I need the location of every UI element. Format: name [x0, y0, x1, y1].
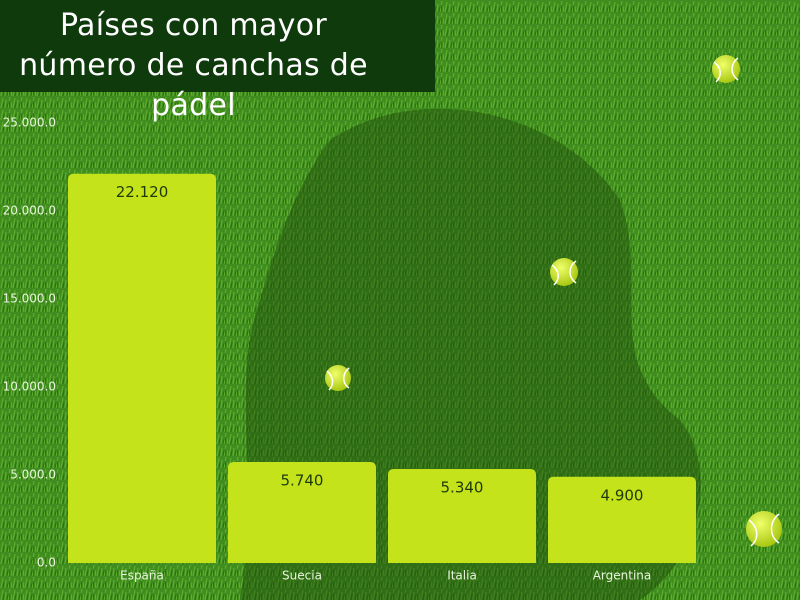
y-tick-label: 20.000.0 — [3, 204, 56, 218]
bar — [388, 469, 536, 563]
value-label: 5.740 — [281, 471, 324, 489]
x-tick-label: Italia — [447, 569, 477, 583]
y-tick-label: 0.0 — [37, 556, 56, 570]
value-label: 22.120 — [116, 183, 169, 201]
tennis-ball — [712, 55, 740, 83]
y-tick-label: 15.000.0 — [3, 292, 56, 306]
bar — [68, 173, 216, 564]
tennis-ball — [325, 365, 351, 391]
bar — [228, 461, 376, 563]
y-tick-label: 5.000.0 — [10, 468, 56, 482]
x-tick-label: Argentina — [593, 569, 652, 583]
value-label: 5.340 — [441, 479, 484, 497]
bar — [548, 476, 696, 563]
tennis-ball — [746, 511, 782, 547]
chart-title: Países con mayor número de canchas de pá… — [0, 0, 435, 123]
value-label: 4.900 — [601, 486, 644, 504]
y-tick-label: 25.000.0 — [3, 116, 56, 130]
tennis-ball — [550, 258, 578, 286]
x-tick-label: Suecia — [282, 569, 322, 583]
x-tick-label: España — [120, 569, 164, 583]
y-tick-label: 10.000.0 — [3, 380, 56, 394]
